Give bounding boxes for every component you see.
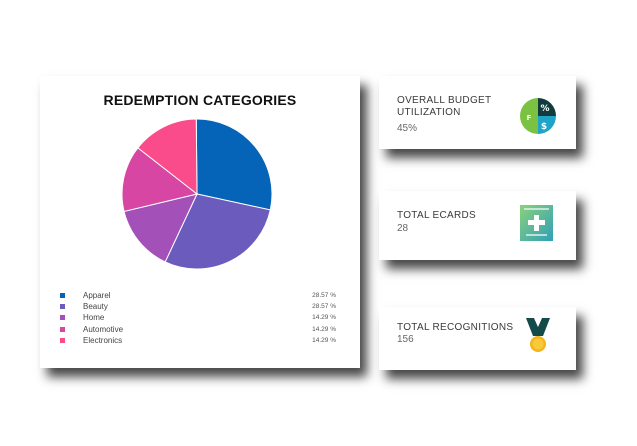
legend-swatch	[60, 326, 65, 332]
legend-swatch	[60, 304, 65, 310]
medal-icon	[526, 318, 550, 352]
chart-legend: Apparel 28.57 % Beauty 28.57 % Home 14.29 % Au…	[60, 290, 336, 346]
recognitions-label: TOTAL RECOGNITIONS	[397, 322, 514, 333]
pie-slice-home	[123, 193, 198, 263]
legend-value: 28.57 %	[312, 303, 336, 311]
legend-label: Electronics	[83, 335, 123, 345]
legend-item-home: Home 14.29 %	[60, 312, 336, 323]
legend-swatch	[60, 293, 65, 298]
pie-slice-electronics	[137, 118, 198, 196]
recognitions-value: 156	[397, 334, 414, 345]
legend-label: Apparel	[83, 291, 111, 300]
budget-label: OVERALL BUDGET UTILIZATION	[397, 95, 491, 119]
budget-label-line1: OVERALL BUDGET	[397, 95, 492, 106]
legend-label: Beauty	[83, 302, 108, 312]
redemption-pie-chart	[121, 118, 273, 270]
budget-utilization-card: OVERALL BUDGET UTILIZATION 45% % $ F	[379, 76, 576, 149]
legend-swatch	[60, 337, 65, 343]
legend-label: Home	[83, 313, 105, 323]
legend-label: Automotive	[83, 324, 124, 334]
legend-item-electronics: Electronics 14.29 %	[60, 335, 336, 346]
total-ecards-card: TOTAL ECARDS 28	[379, 191, 576, 260]
legend-value: 14.29 %	[312, 314, 336, 322]
legend-value: 14.29 %	[312, 325, 336, 333]
ecards-value: 28	[397, 223, 409, 234]
ecards-label: TOTAL ECARDS	[397, 210, 476, 221]
legend-item-apparel: Apparel 28.57 %	[60, 290, 336, 301]
pie-slice-apparel	[195, 118, 273, 211]
total-recognitions-card: TOTAL RECOGNITIONS 156	[379, 307, 576, 370]
budget-value: 45%	[397, 123, 418, 134]
chart-title: REDEMPTION CATEGORIES	[103, 92, 297, 108]
legend-value: 14.29 %	[312, 336, 336, 344]
svg-text:$: $	[541, 122, 547, 132]
svg-text:F: F	[527, 114, 532, 122]
redemption-categories-card: REDEMPTION CATEGORIES Apparel 28.57 % Beau…	[40, 76, 360, 368]
legend-item-automotive: Automotive 14.29 %	[60, 324, 336, 335]
pie-slice-automotive	[121, 147, 199, 213]
budget-pie-icon: % $ F	[520, 98, 556, 134]
pie-slice-beauty	[164, 193, 271, 270]
ecard-icon	[520, 205, 553, 241]
svg-text:%: %	[540, 104, 549, 114]
budget-label-line2: UTILIZATION	[397, 107, 461, 118]
legend-swatch	[60, 315, 65, 321]
legend-item-beauty: Beauty 28.57 %	[60, 301, 336, 312]
legend-value: 28.57 %	[312, 292, 336, 299]
